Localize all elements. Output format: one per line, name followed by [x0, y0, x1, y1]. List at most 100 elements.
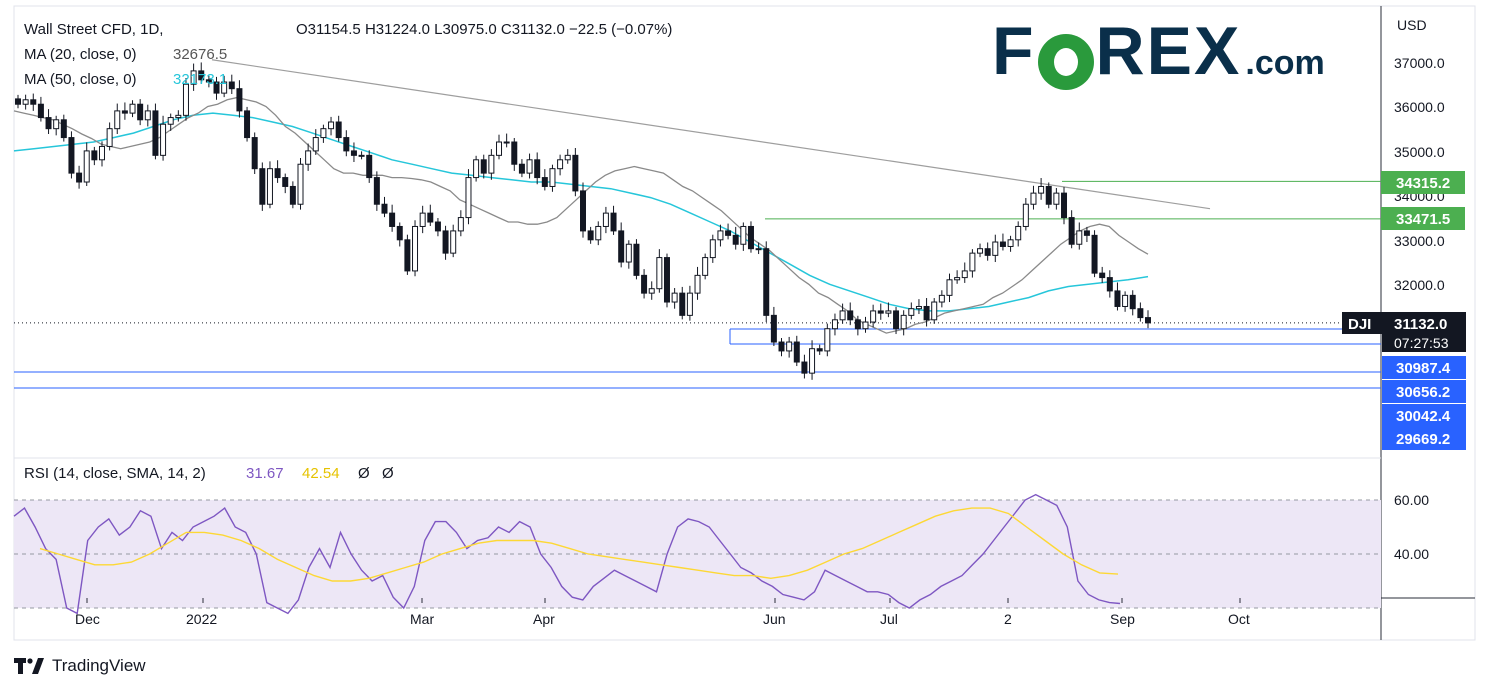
candle-body	[160, 123, 167, 156]
candle-body	[274, 168, 281, 179]
price-tick: 33000.0	[1394, 233, 1445, 249]
candle-body	[312, 137, 319, 152]
legend-rsi-extra2: Ø	[382, 465, 394, 482]
legend-ma50-label: MA (50, close, 0)	[24, 71, 137, 88]
candle-body	[381, 203, 388, 214]
candle-body	[709, 239, 716, 259]
candle-body	[129, 103, 136, 114]
candle-body	[1129, 294, 1136, 310]
legend-rsi-value: 31.67	[246, 465, 284, 482]
candle-body	[984, 248, 991, 256]
rsi-band-layer	[14, 499, 1381, 609]
candle-body	[1114, 290, 1121, 307]
candle-body	[679, 292, 686, 316]
brand-name-pre: F	[992, 13, 1036, 89]
candle-body	[328, 121, 335, 130]
candle-body	[1007, 239, 1014, 247]
candle-body	[1038, 185, 1045, 194]
candle-body	[778, 341, 785, 352]
candle-body	[938, 294, 945, 303]
x-label: Jun	[763, 611, 786, 627]
candle-body	[1091, 234, 1098, 274]
candle-body	[526, 159, 533, 174]
tag-symbol-bg	[1342, 312, 1382, 334]
candle-body	[350, 150, 357, 156]
candle-body	[702, 257, 709, 276]
candle-body	[610, 212, 617, 232]
brand-o-icon	[1037, 34, 1094, 90]
tag-level-30987: 30987.4	[1396, 360, 1451, 377]
tag-last-price-bg	[1382, 312, 1466, 352]
legend-symbol: Wall Street CFD, 1D,	[24, 21, 163, 38]
candle-body	[641, 274, 648, 294]
candle-body	[809, 348, 816, 374]
candle-body	[900, 314, 907, 330]
candle-body	[923, 305, 930, 321]
candle-body	[954, 277, 961, 281]
candle-body	[992, 241, 999, 256]
price-axis-currency: USD	[1397, 17, 1427, 33]
candle-body	[816, 348, 823, 352]
candle-body	[671, 292, 678, 303]
x-label: 2	[1004, 611, 1012, 627]
candle-body	[1030, 192, 1037, 205]
candle-body	[305, 150, 312, 165]
tag-level-34315-bg	[1381, 171, 1465, 194]
candle-body	[1053, 192, 1060, 205]
candle-body	[121, 110, 128, 114]
legend-rsi-sma-value: 42.54	[302, 465, 340, 482]
forex-brand-logo: F REX .com	[992, 13, 1325, 90]
candle-body	[396, 225, 403, 241]
x-label: 2022	[186, 611, 217, 627]
candle-body	[656, 257, 663, 290]
candle-body	[854, 319, 861, 330]
candle-body	[358, 154, 365, 157]
candle-body	[320, 128, 327, 139]
rsi-line	[13, 493, 1121, 615]
candle-body	[15, 98, 21, 105]
candle-body	[824, 328, 831, 352]
candle-body	[1145, 317, 1151, 324]
x-label: Jul	[880, 611, 898, 627]
candle-body	[98, 145, 105, 161]
candle-body	[60, 119, 67, 139]
candle-body	[793, 341, 800, 363]
candle-body	[915, 305, 922, 310]
candle-body	[862, 321, 869, 330]
tag-level-30656-bg	[1382, 380, 1466, 403]
candle-body	[450, 230, 457, 254]
tag-level-29669: 29669.2	[1396, 431, 1450, 448]
candle-body	[343, 137, 350, 152]
x-label: Sep	[1110, 611, 1135, 627]
candle-body	[53, 119, 60, 130]
legend-rsi-label: RSI (14, close, SMA, 14, 2)	[24, 465, 206, 482]
candle-body	[503, 141, 510, 144]
axes-layer	[86, 598, 1241, 603]
candle-body	[961, 270, 968, 279]
candle-body	[442, 230, 449, 254]
price-tick: 36000.0	[1394, 99, 1445, 115]
candle-body	[427, 212, 434, 223]
candle-body	[1015, 225, 1022, 241]
candle-body	[404, 239, 411, 272]
candles-layer	[15, 62, 1151, 380]
candle-body	[68, 137, 75, 174]
candle-body	[893, 310, 900, 330]
candle-body	[1076, 230, 1083, 245]
x-label: Oct	[1228, 611, 1250, 627]
candle-body	[511, 141, 518, 165]
tradingview-footer[interactable]: TradingView	[14, 656, 146, 676]
candle-body	[213, 81, 220, 94]
candle-body	[977, 248, 984, 254]
legend-ohlc: O31154.5 H31224.0 L30975.0 C31132.0 −22.…	[296, 21, 672, 38]
candle-body	[182, 83, 189, 116]
candle-body	[518, 163, 525, 174]
candle-body	[618, 230, 625, 263]
candle-body	[473, 159, 480, 179]
candle-body	[91, 150, 98, 161]
candle-body	[457, 217, 464, 232]
candle-body	[877, 310, 884, 314]
candle-body	[244, 110, 251, 139]
candle-body	[847, 310, 854, 321]
